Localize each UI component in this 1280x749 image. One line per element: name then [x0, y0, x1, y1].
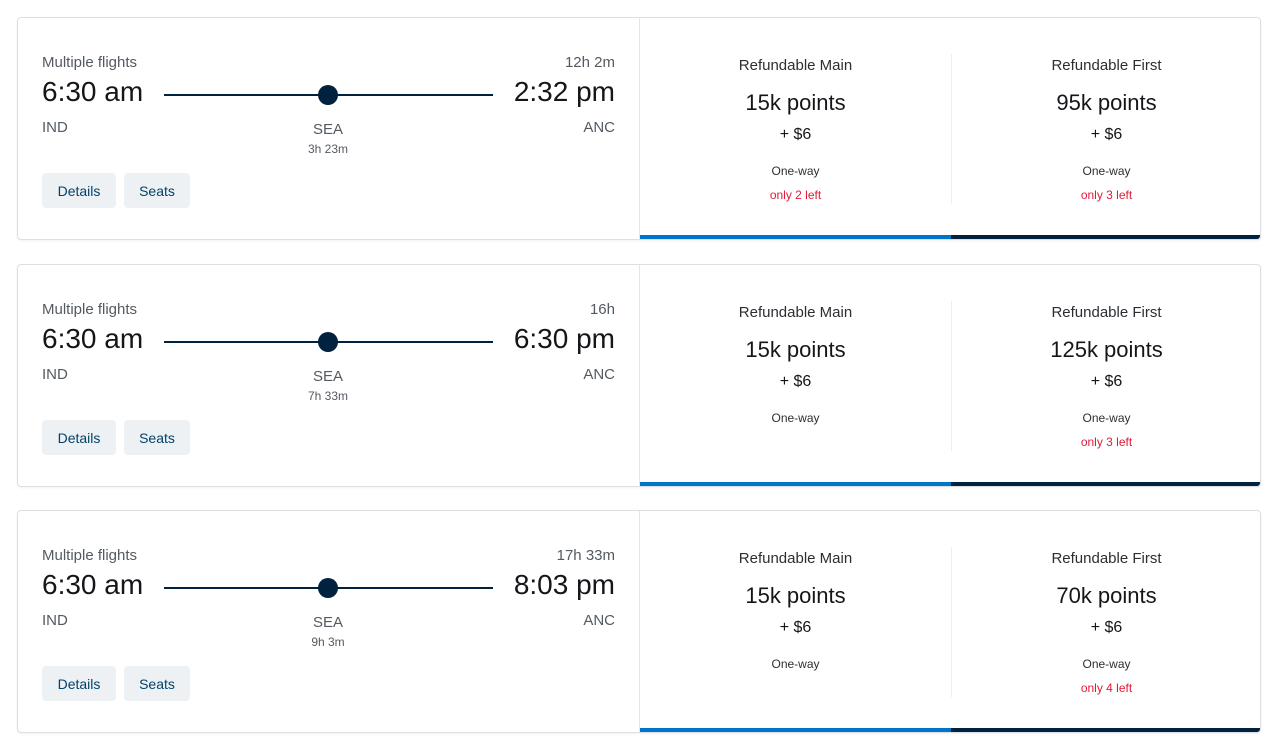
points-price: 15k points: [745, 337, 846, 362]
points-price: 15k points: [745, 583, 846, 608]
fare-color-bar: [951, 728, 1260, 732]
origin-airport: IND: [42, 366, 68, 383]
trip-type: One-way: [771, 164, 820, 178]
destination-airport: ANC: [583, 366, 615, 383]
flight-type-label: Multiple flights: [42, 547, 138, 564]
flight-result-card: Multiple flights 16h 6:30 am 6:30 pm IND…: [17, 264, 1261, 487]
stop-airport: SEA: [312, 368, 343, 385]
fare-options: Refundable Main 15k points + $6 One-way …: [639, 511, 1260, 732]
cabin-name: Refundable Main: [738, 550, 853, 567]
cabin-name: Refundable Main: [738, 304, 853, 321]
departure-time: 6:30 am: [42, 76, 144, 107]
seats-left: only 3 left: [1080, 435, 1133, 449]
points-price: 15k points: [745, 90, 846, 115]
trip-type: One-way: [771, 657, 820, 671]
departure-time: 6:30 am: [42, 323, 144, 354]
stop-dot-icon: [318, 85, 338, 105]
seats-button[interactable]: Seats: [124, 420, 190, 455]
stop-airport: SEA: [312, 121, 343, 138]
arrival-time: 8:03 pm: [513, 569, 615, 600]
origin-airport: IND: [42, 119, 68, 136]
stop-dot-icon: [318, 578, 338, 598]
points-price: 95k points: [1056, 90, 1157, 115]
fare-refundable-main[interactable]: Refundable Main 15k points + $6 One-way: [640, 511, 951, 732]
seats-button[interactable]: Seats: [124, 666, 190, 701]
arrival-time: 2:32 pm: [513, 76, 615, 107]
trip-type: One-way: [771, 411, 820, 425]
layover-duration: 9h 3m: [311, 635, 345, 649]
points-price: 125k points: [1050, 337, 1163, 362]
cash-price: + $6: [779, 619, 812, 636]
cash-price: + $6: [1090, 619, 1123, 636]
cash-price: + $6: [1090, 126, 1123, 143]
trip-type: One-way: [1082, 411, 1131, 425]
departure-time: 6:30 am: [42, 569, 144, 600]
fare-refundable-first[interactable]: Refundable First 70k points + $6 One-way…: [951, 511, 1260, 732]
origin-airport: IND: [42, 612, 68, 629]
destination-airport: ANC: [583, 119, 615, 136]
details-button[interactable]: Details: [42, 666, 116, 701]
flight-type-label: Multiple flights: [42, 301, 138, 318]
itinerary-summary: Multiple flights 12h 2m 6:30 am 2:32 pm …: [18, 18, 639, 239]
cabin-name: Refundable First: [1051, 304, 1162, 321]
fare-refundable-main[interactable]: Refundable Main 15k points + $6 One-way …: [640, 18, 951, 239]
points-price: 70k points: [1056, 583, 1157, 608]
total-duration: 16h: [589, 301, 615, 318]
fare-options: Refundable Main 15k points + $6 One-way …: [639, 265, 1260, 486]
cash-price: + $6: [1090, 373, 1123, 390]
fare-color-bar: [951, 482, 1260, 486]
fare-refundable-first[interactable]: Refundable First 95k points + $6 One-way…: [951, 18, 1260, 239]
cabin-name: Refundable First: [1051, 550, 1162, 567]
seats-button[interactable]: Seats: [124, 173, 190, 208]
fare-color-bar: [951, 235, 1260, 239]
stop-dot-icon: [318, 332, 338, 352]
total-duration: 17h 33m: [556, 547, 615, 564]
fare-options: Refundable Main 15k points + $6 One-way …: [639, 18, 1260, 239]
itinerary-summary: Multiple flights 16h 6:30 am 6:30 pm IND…: [18, 265, 639, 486]
fare-color-bar: [640, 728, 951, 732]
total-duration: 12h 2m: [564, 54, 615, 71]
flight-result-card: Multiple flights 17h 33m 6:30 am 8:03 pm…: [17, 510, 1261, 733]
trip-type: One-way: [1082, 657, 1131, 671]
seats-left: only 2 left: [769, 188, 822, 202]
seats-left: only 4 left: [1080, 681, 1133, 695]
layover-duration: 3h 23m: [307, 142, 349, 156]
fare-color-bar: [640, 235, 951, 239]
trip-type: One-way: [1082, 164, 1131, 178]
details-button[interactable]: Details: [42, 420, 116, 455]
fare-refundable-main[interactable]: Refundable Main 15k points + $6 One-way: [640, 265, 951, 486]
destination-airport: ANC: [583, 612, 615, 629]
seats-left: only 3 left: [1080, 188, 1133, 202]
itinerary-summary: Multiple flights 17h 33m 6:30 am 8:03 pm…: [18, 511, 639, 732]
layover-duration: 7h 33m: [307, 389, 349, 403]
arrival-time: 6:30 pm: [513, 323, 615, 354]
fare-refundable-first[interactable]: Refundable First 125k points + $6 One-wa…: [951, 265, 1260, 486]
cabin-name: Refundable Main: [738, 57, 853, 74]
cash-price: + $6: [779, 126, 812, 143]
flight-result-card: Multiple flights 12h 2m 6:30 am 2:32 pm …: [17, 17, 1261, 240]
fare-color-bar: [640, 482, 951, 486]
details-button[interactable]: Details: [42, 173, 116, 208]
flight-type-label: Multiple flights: [42, 54, 138, 71]
cash-price: + $6: [779, 373, 812, 390]
cabin-name: Refundable First: [1051, 57, 1162, 74]
stop-airport: SEA: [312, 614, 343, 631]
